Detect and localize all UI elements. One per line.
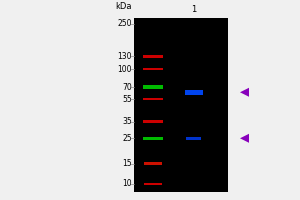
Text: 55: 55 [122, 95, 132, 104]
Bar [143, 55, 163, 58]
Bar [143, 137, 163, 140]
Polygon shape [240, 88, 249, 97]
Bar [144, 162, 162, 165]
Text: 100: 100 [118, 65, 132, 74]
Text: 35: 35 [122, 117, 132, 126]
Polygon shape [240, 134, 249, 143]
Bar [143, 120, 163, 123]
Bar [134, 18, 228, 192]
Text: 130: 130 [118, 52, 132, 61]
Text: 25: 25 [122, 134, 132, 143]
Bar [184, 90, 202, 95]
Bar [143, 85, 163, 89]
Text: kDa: kDa [116, 2, 132, 11]
Bar [144, 183, 162, 185]
Text: 70: 70 [122, 83, 132, 92]
Bar [143, 98, 163, 100]
Text: 250: 250 [118, 19, 132, 28]
Text: 15: 15 [122, 159, 132, 168]
Text: 1: 1 [191, 5, 196, 15]
Bar [143, 68, 163, 70]
Bar [186, 137, 201, 140]
Text: 10: 10 [122, 179, 132, 188]
